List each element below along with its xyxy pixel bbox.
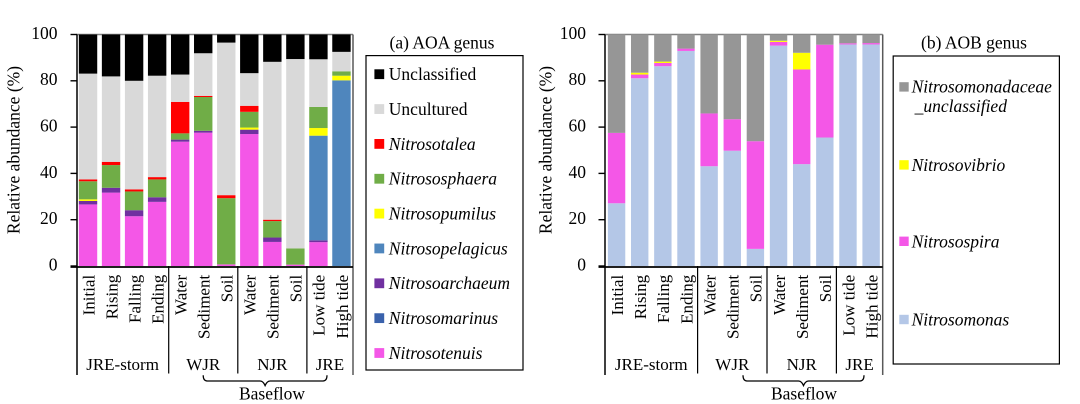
svg-text:Soil: Soil <box>816 275 835 303</box>
svg-text:Water: Water <box>241 274 260 314</box>
svg-text:Relative abundance (%): Relative abundance (%) <box>536 66 556 234</box>
svg-text:Nitrosotalea: Nitrosotalea <box>388 134 476 154</box>
svg-text:Nitrososphaera: Nitrososphaera <box>388 169 498 189</box>
svg-text:Low tide: Low tide <box>310 275 329 336</box>
svg-text:Baseflow: Baseflow <box>239 384 305 404</box>
svg-text:80: 80 <box>40 69 58 89</box>
svg-text:JRE-storm: JRE-storm <box>86 355 159 374</box>
svg-text:Ending: Ending <box>677 274 696 324</box>
svg-text:JRE: JRE <box>316 355 344 374</box>
svg-text:Nitrosopumilus: Nitrosopumilus <box>388 204 496 224</box>
svg-text:0: 0 <box>49 254 58 274</box>
svg-text:Rising: Rising <box>631 274 650 319</box>
svg-text:Relative abundance (%): Relative abundance (%) <box>4 66 24 234</box>
svg-text:High tide: High tide <box>862 275 881 339</box>
svg-text:Nitrosovibrio: Nitrosovibrio <box>911 155 1006 175</box>
svg-text:High tide: High tide <box>333 275 352 339</box>
svg-text:WJR: WJR <box>715 355 750 374</box>
svg-text:Water: Water <box>770 274 789 314</box>
svg-text:Sediment: Sediment <box>195 275 214 339</box>
svg-text:Soil: Soil <box>218 275 237 303</box>
svg-text:Nitrosotenuis: Nitrosotenuis <box>388 343 483 363</box>
svg-text:100: 100 <box>560 23 587 43</box>
svg-text:(b) AOB genus: (b) AOB genus <box>921 33 1027 53</box>
svg-text:Nitrosopelagicus: Nitrosopelagicus <box>388 238 508 258</box>
svg-text:Sediment: Sediment <box>264 275 283 339</box>
svg-text:20: 20 <box>40 208 58 228</box>
svg-text:Baseflow: Baseflow <box>771 384 837 404</box>
svg-text:60: 60 <box>569 116 587 136</box>
svg-text:JRE-storm: JRE-storm <box>615 355 688 374</box>
svg-text:Water: Water <box>700 274 719 314</box>
svg-text:0: 0 <box>577 254 586 274</box>
svg-text:Initial: Initial <box>608 275 627 316</box>
svg-text:Rising: Rising <box>102 274 121 319</box>
svg-text:Low tide: Low tide <box>839 275 858 336</box>
svg-text:WJR: WJR <box>186 355 221 374</box>
svg-text:100: 100 <box>31 23 58 43</box>
svg-text:Water: Water <box>171 274 190 314</box>
svg-text:JRE: JRE <box>845 355 873 374</box>
svg-text:Nitrosomonadaceae: Nitrosomonadaceae <box>911 77 1053 97</box>
svg-text:Soil: Soil <box>287 275 306 303</box>
svg-text:Sediment: Sediment <box>793 275 812 339</box>
svg-text:Initial: Initial <box>79 275 98 316</box>
svg-text:Ending: Ending <box>148 274 167 324</box>
svg-text:Falling: Falling <box>125 274 144 323</box>
svg-text:60: 60 <box>40 116 58 136</box>
svg-text:Nitrosomonas: Nitrosomonas <box>911 310 1010 330</box>
svg-text:20: 20 <box>569 208 587 228</box>
svg-text:Sediment: Sediment <box>724 275 743 339</box>
svg-text:Nitrosomarinus: Nitrosomarinus <box>388 308 498 328</box>
svg-text:_unclassified: _unclassified <box>914 96 1008 116</box>
svg-text:Falling: Falling <box>654 274 673 323</box>
svg-text:Uncultured: Uncultured <box>389 99 468 119</box>
svg-text:NJR: NJR <box>787 355 818 374</box>
svg-text:Nitrosoarchaeum: Nitrosoarchaeum <box>388 273 510 293</box>
svg-text:40: 40 <box>569 162 587 182</box>
svg-text:Unclassified: Unclassified <box>389 64 477 84</box>
svg-text:40: 40 <box>40 162 58 182</box>
svg-text:(a) AOA genus: (a) AOA genus <box>390 33 495 53</box>
svg-text:Soil: Soil <box>747 275 766 303</box>
svg-text:80: 80 <box>569 69 587 89</box>
svg-text:NJR: NJR <box>257 355 288 374</box>
svg-text:Nitrosospira: Nitrosospira <box>911 231 1000 251</box>
